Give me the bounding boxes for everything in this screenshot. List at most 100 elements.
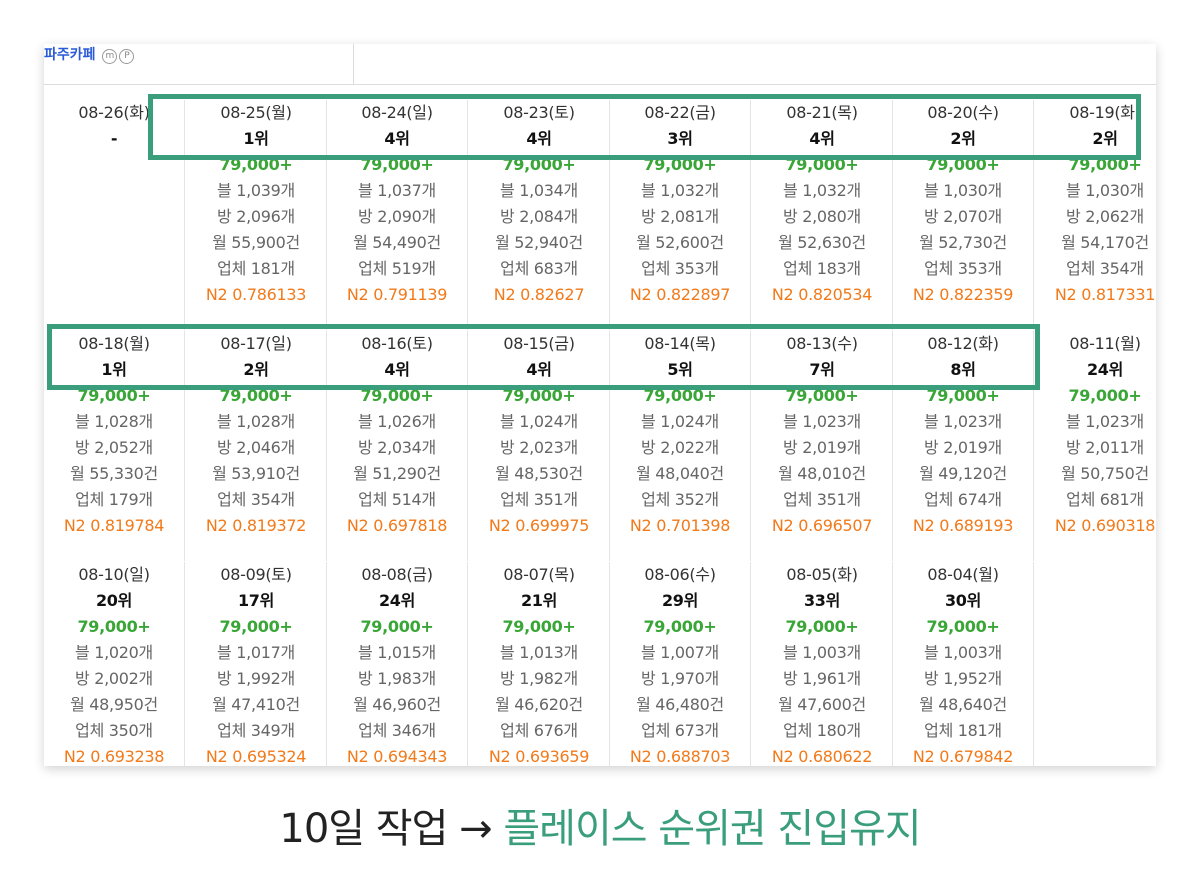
cell-vendor: 업체 349개	[217, 721, 295, 740]
cell-blog: 블 1,024개	[641, 412, 719, 431]
cell-month: 월 52,730건	[919, 233, 1007, 252]
cell-price: 79,000+	[785, 155, 859, 174]
cell-blog: 블 1,028개	[217, 412, 295, 431]
cell-room: 방 1,982개	[500, 669, 578, 688]
cell-room: 방 2,022개	[641, 438, 719, 457]
day-cell: 08-25(월) 1위 79,000+ 블 1,039개 방 2,096개 월 55,90…	[186, 100, 327, 330]
cell-n2: N2 0.819784	[63, 516, 165, 535]
cell-vendor: 업체 681개	[1066, 490, 1144, 509]
cell-price: 79,000+	[360, 386, 434, 405]
cell-month: 월 54,490건	[353, 233, 441, 252]
cell-room: 방 2,023개	[500, 438, 578, 457]
day-cell: 08-22(금) 3위 79,000+ 블 1,032개 방 2,081개 월 52,60…	[610, 100, 751, 330]
cell-month: 월 55,900건	[212, 233, 300, 252]
cell-date: 08-26(화)	[78, 103, 150, 122]
day-cell: 08-18(월) 1위 79,000+ 블 1,028개 방 2,052개 월 55,33…	[44, 331, 185, 561]
cell-blog: 블 1,032개	[641, 181, 719, 200]
cell-n2: N2 0.693659	[488, 747, 590, 766]
rank-row: 08-10(일) 20위 79,000+ 블 1,020개 방 2,002개 월 48,9…	[44, 562, 1156, 766]
cell-date: 08-09(토)	[220, 565, 292, 584]
cell-n2: N2 0.817331	[1054, 285, 1156, 304]
cell-date: 08-06(수)	[644, 565, 716, 584]
cell-date: 08-20(수)	[927, 103, 999, 122]
cell-price: 79,000+	[502, 617, 576, 636]
cell-n2: N2 0.786133	[205, 285, 307, 304]
cell-n2: N2 0.690318	[1054, 516, 1156, 535]
cell-month: 월 52,600건	[636, 233, 724, 252]
cell-price: 79,000+	[77, 386, 151, 405]
cell-rank: 4위	[526, 360, 552, 379]
cell-vendor: 업체 354개	[1066, 259, 1144, 278]
day-cell: 08-16(토) 4위 79,000+ 블 1,026개 방 2,034개 월 51,29…	[327, 331, 468, 561]
cell-room: 방 2,019개	[924, 438, 1002, 457]
cell-vendor: 업체 353개	[641, 259, 719, 278]
cell-month: 월 53,910건	[212, 464, 300, 483]
cell-price: 79,000+	[502, 386, 576, 405]
day-cell: 08-05(화) 33위 79,000+ 블 1,003개 방 1,961개 월 47,6…	[752, 562, 893, 766]
cell-rank: 2위	[950, 129, 976, 148]
cell-month: 월 55,330건	[70, 464, 158, 483]
day-cell: 08-15(금) 4위 79,000+ 블 1,024개 방 2,023개 월 48,53…	[469, 331, 610, 561]
cell-room: 방 2,081개	[641, 207, 719, 226]
cell-n2: N2 0.82627	[493, 285, 585, 304]
cell-month: 월 48,040건	[636, 464, 724, 483]
cell-price: 79,000+	[643, 617, 717, 636]
cell-blog: 블 1,007개	[641, 643, 719, 662]
cell-n2: N2 0.680622	[771, 747, 873, 766]
cell-rank: 1위	[101, 360, 127, 379]
cell-blog: 블 1,023개	[1066, 412, 1144, 431]
day-cell: 08-07(목) 21위 79,000+ 블 1,013개 방 1,982개 월 46,6…	[469, 562, 610, 766]
cell-blog: 블 1,023개	[783, 412, 861, 431]
cell-price: 79,000+	[77, 617, 151, 636]
cell-month: 월 46,960건	[353, 695, 441, 714]
day-cell: 08-14(목) 5위 79,000+ 블 1,024개 방 2,022개 월 48,04…	[610, 331, 751, 561]
cell-price: 79,000+	[926, 617, 1000, 636]
cell-rank: -	[110, 129, 118, 148]
cell-rank: 7위	[809, 360, 835, 379]
cell-rank: 4위	[809, 129, 835, 148]
day-cell: 08-12(화) 8위 79,000+ 블 1,023개 방 2,019개 월 49,12…	[893, 331, 1034, 561]
cell-blog: 블 1,032개	[783, 181, 861, 200]
cell-date: 08-13(수)	[786, 334, 858, 353]
cell-price: 79,000+	[785, 386, 859, 405]
cell-month: 월 51,290건	[353, 464, 441, 483]
caption-accent: 플레이스 순위권 진입유지	[503, 806, 921, 852]
cell-rank: 33위	[803, 591, 841, 610]
cell-date: 08-24(일)	[361, 103, 433, 122]
cell-price: 79,000+	[643, 155, 717, 174]
cell-room: 방 1,992개	[217, 669, 295, 688]
cell-vendor: 업체 350개	[75, 721, 153, 740]
day-cell: 08-23(토) 4위 79,000+ 블 1,034개 방 2,084개 월 52,94…	[469, 100, 610, 330]
cell-room: 방 2,084개	[500, 207, 578, 226]
cell-n2: N2 0.688703	[629, 747, 731, 766]
cell-price: 79,000+	[1068, 386, 1142, 405]
caption-lead: 10일 작업 →	[279, 806, 492, 852]
cell-month: 월 48,640건	[919, 695, 1007, 714]
cell-rank: 20위	[95, 591, 133, 610]
cell-vendor: 업체 179개	[75, 490, 153, 509]
cell-n2: N2 0.699975	[488, 516, 590, 535]
cell-rank: 30위	[944, 591, 982, 610]
cell-n2: N2 0.689193	[912, 516, 1014, 535]
cell-month: 월 46,480건	[636, 695, 724, 714]
cell-vendor: 업체 351개	[783, 490, 861, 509]
cell-price: 79,000+	[360, 155, 434, 174]
cell-rank: 3위	[667, 129, 693, 148]
cell-room: 방 2,090개	[358, 207, 436, 226]
cell-n2: N2 0.693238	[63, 747, 165, 766]
cell-rank: 2위	[243, 360, 269, 379]
cell-vendor: 업체 676개	[500, 721, 578, 740]
cell-date: 08-08(금)	[361, 565, 433, 584]
cell-date: 08-12(화)	[927, 334, 999, 353]
cell-date: 08-05(화)	[786, 565, 858, 584]
day-cell: 08-24(일) 4위 79,000+ 블 1,037개 방 2,090개 월 54,49…	[327, 100, 468, 330]
cell-price: 79,000+	[502, 155, 576, 174]
cell-vendor: 업체 346개	[358, 721, 436, 740]
cell-n2: N2 0.822897	[629, 285, 731, 304]
cafe-name[interactable]: 파주카페	[44, 47, 96, 63]
cell-rank: 4위	[526, 129, 552, 148]
cell-price: 79,000+	[643, 386, 717, 405]
cell-room: 방 1,952개	[924, 669, 1002, 688]
cell-month: 월 52,940건	[495, 233, 583, 252]
